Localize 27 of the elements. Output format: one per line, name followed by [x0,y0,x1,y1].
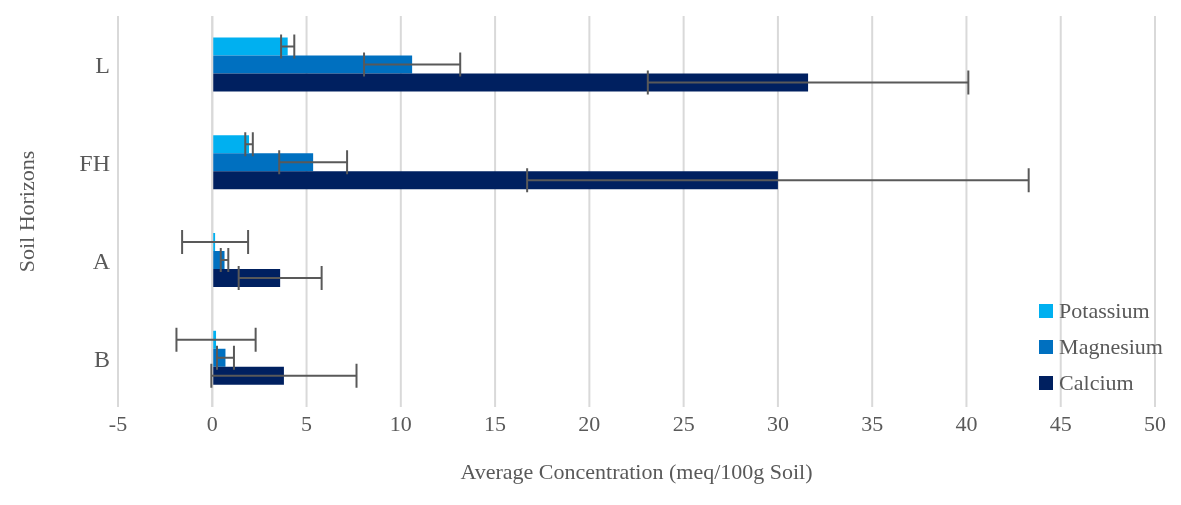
x-tick-label: 15 [484,410,507,436]
legend-label: Potassium [1059,298,1150,324]
x-tick-label: -5 [108,410,128,436]
x-tick-label: 5 [301,410,313,436]
x-tick-label: 40 [955,410,978,436]
y-axis-title: Soil Horizons [13,150,39,273]
legend-label: Magnesium [1059,334,1163,360]
x-tick-label: 10 [389,410,412,436]
y-tick-label: FH [79,150,110,177]
x-tick-label: 20 [578,410,601,436]
bar [212,73,809,92]
x-axis-title: Average Concentration (meq/100g Soil) [460,459,813,484]
y-tick-label: B [93,345,110,372]
y-tick-label: A [92,247,111,274]
bar [212,153,314,172]
x-tick-label: 25 [672,410,695,436]
y-tick-label: L [95,52,110,79]
x-tick-label: 50 [1144,410,1166,436]
bar [212,171,778,190]
bar [212,37,288,56]
legend-label: Calcium [1059,370,1134,396]
x-tick-label: 35 [861,410,884,436]
bar [212,55,413,74]
bar [212,135,250,154]
x-tick-label: 45 [1049,410,1072,436]
x-tick-label: 0 [206,410,218,436]
x-tick-label: 30 [766,410,789,436]
